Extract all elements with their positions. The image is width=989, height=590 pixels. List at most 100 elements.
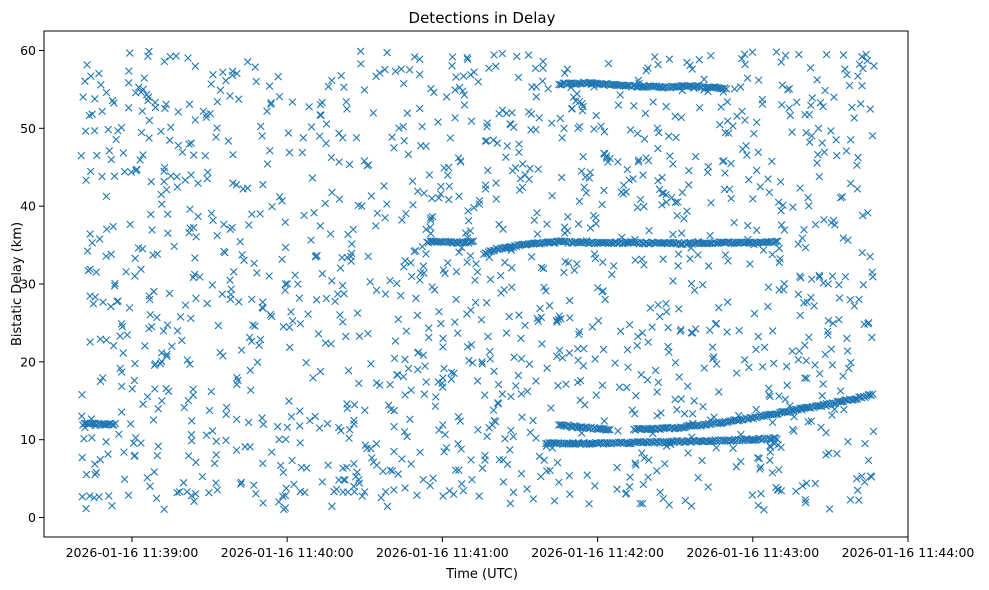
track-point	[671, 424, 680, 433]
clutter-point	[316, 222, 325, 230]
clutter-point	[307, 236, 315, 244]
clutter-point	[653, 124, 662, 132]
clutter-point	[824, 316, 833, 325]
clutter-point	[768, 468, 777, 477]
clutter-point	[340, 289, 348, 298]
clutter-point	[842, 147, 851, 155]
clutter-point	[446, 134, 455, 142]
clutter-point	[628, 406, 637, 414]
clutter-point	[392, 279, 401, 288]
clutter-point	[185, 228, 193, 237]
clutter-point	[404, 150, 413, 159]
clutter-point	[340, 83, 348, 91]
clutter-point	[424, 333, 433, 342]
clutter-point	[338, 318, 347, 326]
clutter-point	[459, 486, 468, 495]
clutter-point	[816, 98, 825, 107]
clutter-point	[470, 68, 478, 76]
clutter-point	[104, 125, 113, 134]
clutter-point	[481, 137, 490, 145]
clutter-point	[640, 202, 648, 211]
clutter-point	[85, 492, 94, 500]
clutter-point	[518, 413, 526, 421]
track-point	[711, 239, 720, 248]
clutter-point	[536, 304, 544, 313]
clutter-point	[214, 321, 223, 330]
clutter-point	[523, 387, 532, 396]
clutter-point	[115, 430, 123, 439]
clutter-point	[390, 486, 398, 494]
clutter-point	[495, 220, 503, 229]
track-point	[559, 237, 568, 246]
clutter-point	[730, 218, 738, 227]
clutter-point	[564, 212, 572, 221]
clutter-point	[401, 355, 409, 364]
clutter-point	[386, 380, 394, 389]
clutter-point	[220, 220, 228, 229]
clutter-point	[463, 53, 471, 62]
clutter-point	[154, 405, 163, 413]
clutter-point	[524, 51, 533, 59]
clutter-point	[768, 250, 777, 259]
clutter-point	[827, 218, 836, 227]
clutter-point	[267, 99, 275, 107]
clutter-point	[866, 472, 875, 480]
clutter-point	[317, 111, 325, 120]
clutter-point	[515, 148, 523, 157]
clutter-point	[339, 475, 348, 484]
clutter-point	[252, 77, 261, 86]
clutter-point	[420, 189, 428, 197]
clutter-point	[516, 174, 525, 183]
clutter-point	[604, 158, 612, 166]
clutter-point	[626, 473, 634, 481]
clutter-point	[631, 256, 639, 264]
clutter-point	[173, 183, 182, 191]
clutter-point	[521, 321, 529, 330]
clutter-point	[580, 183, 589, 192]
clutter-point	[653, 388, 661, 396]
clutter-point	[500, 286, 508, 294]
clutter-point	[526, 164, 534, 173]
clutter-point	[535, 114, 544, 122]
track-point	[545, 238, 553, 246]
clutter-point	[139, 151, 147, 159]
clutter-point	[748, 48, 757, 57]
clutter-point	[439, 421, 447, 429]
clutter-point	[529, 416, 537, 425]
clutter-point	[666, 152, 674, 160]
clutter-point	[839, 234, 848, 242]
clutter-point	[440, 447, 448, 456]
clutter-point	[687, 502, 696, 510]
clutter-point	[296, 407, 304, 415]
clutter-point	[187, 491, 196, 500]
clutter-point	[372, 379, 381, 387]
clutter-point	[259, 180, 267, 189]
clutter-point	[606, 154, 614, 163]
clutter-point	[845, 81, 854, 90]
clutter-point	[800, 225, 808, 234]
track-point	[468, 237, 476, 246]
clutter-point	[659, 255, 667, 263]
track-point	[779, 407, 787, 416]
clutter-point	[589, 211, 598, 220]
clutter-point	[232, 415, 241, 424]
clutter-point	[752, 405, 761, 414]
clutter-point	[585, 500, 593, 508]
clutter-point	[139, 400, 147, 409]
clutter-point	[804, 418, 812, 426]
clutter-point	[437, 182, 445, 191]
clutter-point	[206, 109, 215, 118]
clutter-point	[410, 53, 419, 61]
clutter-point	[616, 327, 625, 336]
clutter-point	[715, 120, 724, 129]
clutter-point	[89, 300, 98, 308]
clutter-point	[185, 140, 193, 148]
clutter-point	[633, 129, 642, 138]
clutter-point	[501, 434, 509, 443]
clutter-point	[775, 465, 783, 474]
clutter-point	[868, 131, 877, 140]
clutter-point	[468, 475, 476, 484]
clutter-point	[348, 240, 356, 248]
clutter-point	[752, 166, 761, 175]
clutter-point	[617, 188, 626, 196]
